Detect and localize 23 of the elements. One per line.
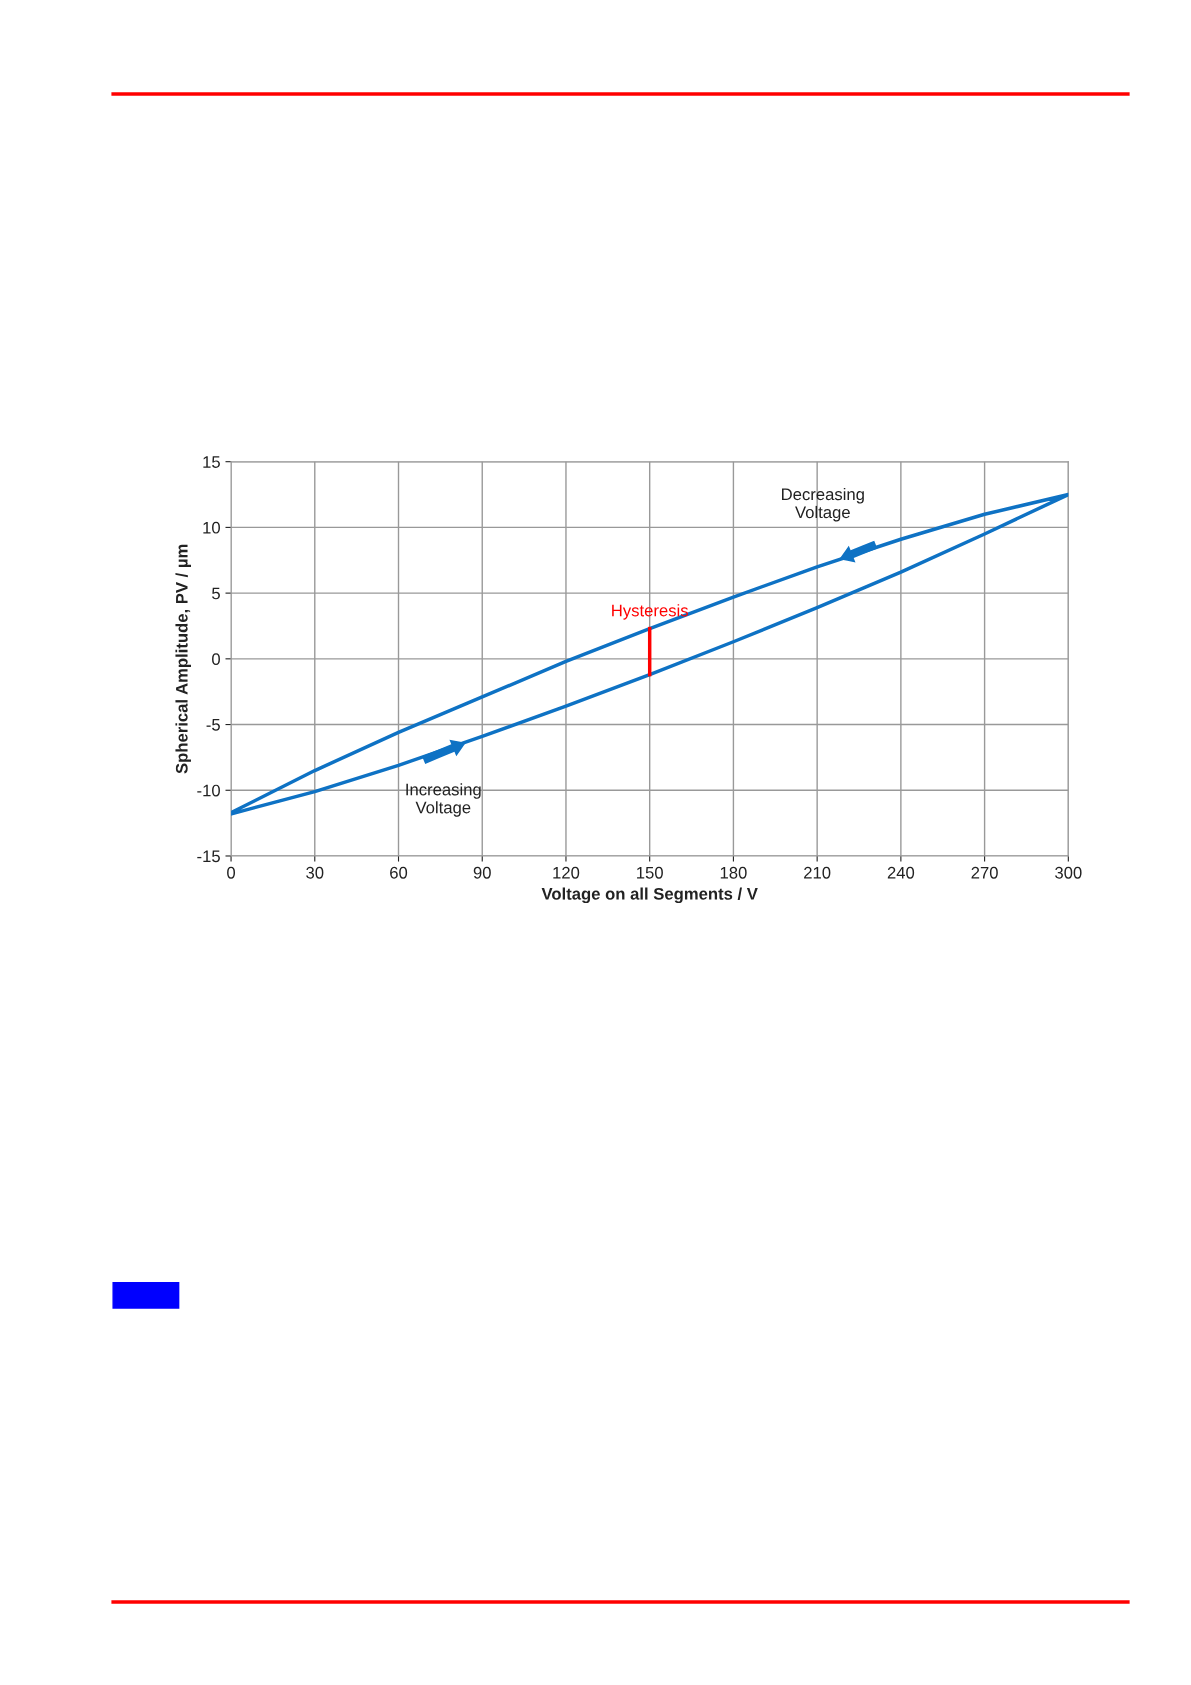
y-tick-label: -15 [197,850,220,863]
y-tick-label: 10 [203,521,220,534]
x-tick-label: 180 [720,866,747,879]
x-tick-label: 0 [227,866,236,879]
x-tick-label: 300 [1055,866,1082,879]
x-tick-label: 60 [390,866,408,879]
x-tick-label: 30 [306,866,324,879]
annotation: Hysteresis [612,604,688,620]
x-tick-label: 270 [971,866,998,879]
y-tick-label: 0 [212,653,220,666]
annotation: Increasing Voltage [406,783,481,817]
y-tick-label: -10 [197,784,220,797]
x-tick-label: 150 [637,866,663,879]
y-tick-label: 15 [203,456,220,468]
annotation: Decreasing Voltage [782,487,864,522]
x-axis-title: Voltage on all Segments / V [541,887,758,904]
x-tick-label: 240 [887,866,915,879]
x-tick-label: 90 [473,866,491,879]
y-axis-title: Spherical Amplitude, PV / µm [175,544,191,774]
y-tick-label: 5 [212,587,220,600]
x-tick-label: 210 [804,866,831,879]
x-tick-label: 120 [553,866,580,879]
y-tick-label: -5 [206,719,220,731]
